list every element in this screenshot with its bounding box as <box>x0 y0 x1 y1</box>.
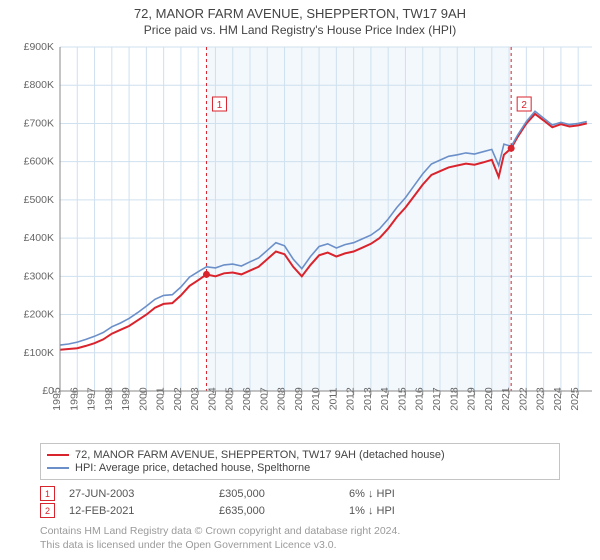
svg-text:2: 2 <box>521 100 527 111</box>
svg-text:£200K: £200K <box>24 309 54 321</box>
svg-text:£700K: £700K <box>24 117 54 129</box>
attribution-line-1: Contains HM Land Registry data © Crown c… <box>40 524 560 538</box>
svg-text:£400K: £400K <box>24 232 54 244</box>
sale-price-1: £305,000 <box>219 488 349 500</box>
legend-row-1: 72, MANOR FARM AVENUE, SHEPPERTON, TW17 … <box>47 449 553 461</box>
price-chart: £0£100K£200K£300K£400K£500K£600K£700K£80… <box>0 41 600 441</box>
svg-text:£900K: £900K <box>24 41 54 53</box>
sale-row-2: 2 12-FEB-2021 £635,000 1% ↓ HPI <box>40 503 560 518</box>
sale-marker-1: 1 <box>40 486 55 501</box>
sale-date-2: 12-FEB-2021 <box>69 505 219 517</box>
sale-price-2: £635,000 <box>219 505 349 517</box>
legend-row-2: HPI: Average price, detached house, Spel… <box>47 462 553 474</box>
legend-label-2: HPI: Average price, detached house, Spel… <box>75 462 310 474</box>
attribution: Contains HM Land Registry data © Crown c… <box>40 524 560 552</box>
sale-row-1: 1 27-JUN-2003 £305,000 6% ↓ HPI <box>40 486 560 501</box>
sales-table: 1 27-JUN-2003 £305,000 6% ↓ HPI 2 12-FEB… <box>40 486 560 518</box>
legend-swatch-2 <box>47 467 69 469</box>
chart-svg: £0£100K£200K£300K£400K£500K£600K£700K£80… <box>0 41 600 441</box>
legend-swatch-1 <box>47 454 69 456</box>
title-line-1: 72, MANOR FARM AVENUE, SHEPPERTON, TW17 … <box>0 6 600 21</box>
attribution-line-2: This data is licensed under the Open Gov… <box>40 538 560 552</box>
svg-text:£100K: £100K <box>24 347 54 359</box>
sale-hpi-2: 1% ↓ HPI <box>349 505 395 517</box>
svg-text:£500K: £500K <box>24 194 54 206</box>
legend-label-1: 72, MANOR FARM AVENUE, SHEPPERTON, TW17 … <box>75 449 445 461</box>
svg-text:£300K: £300K <box>24 270 54 282</box>
sale-marker-2: 2 <box>40 503 55 518</box>
sale-hpi-1: 6% ↓ HPI <box>349 488 395 500</box>
legend: 72, MANOR FARM AVENUE, SHEPPERTON, TW17 … <box>40 443 560 480</box>
svg-text:1: 1 <box>217 100 223 111</box>
title-line-2: Price paid vs. HM Land Registry's House … <box>0 23 600 37</box>
svg-text:£800K: £800K <box>24 79 54 91</box>
svg-text:£600K: £600K <box>24 156 54 168</box>
sale-date-1: 27-JUN-2003 <box>69 488 219 500</box>
